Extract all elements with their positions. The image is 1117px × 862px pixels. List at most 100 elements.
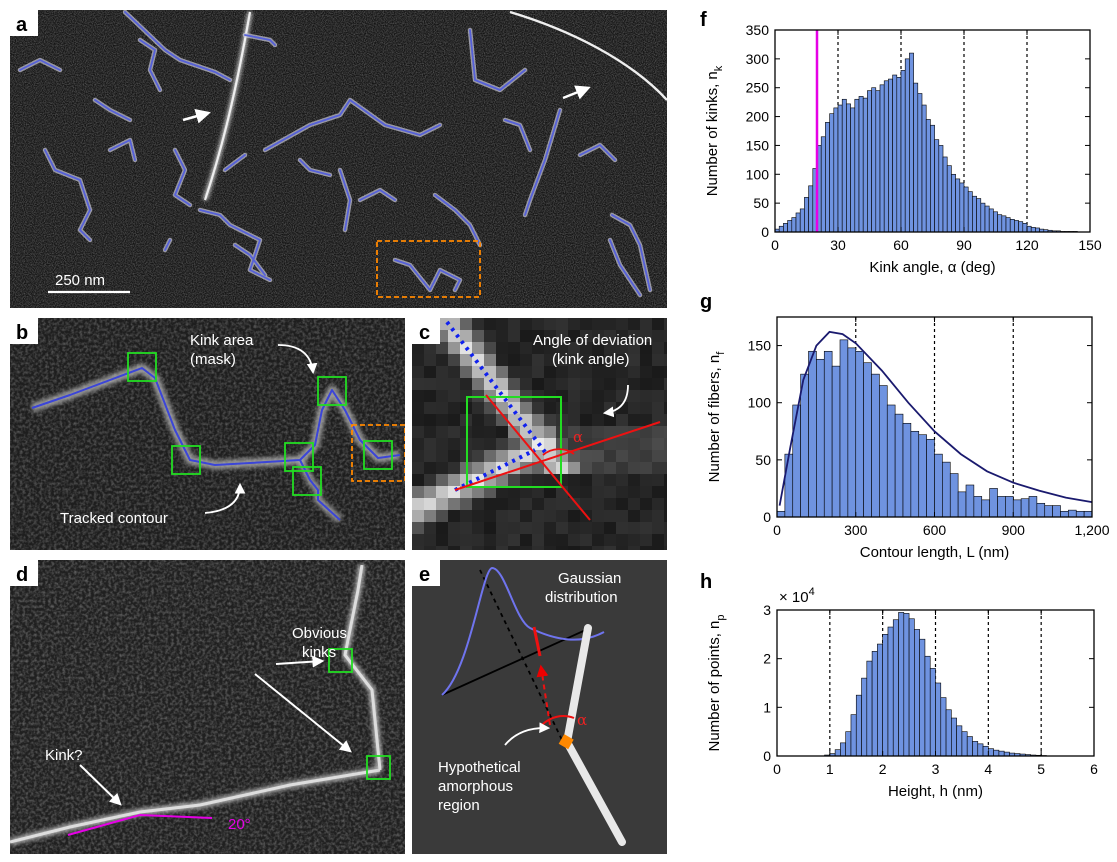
- pixel: [424, 510, 436, 522]
- histogram-bar: [968, 192, 972, 232]
- pixel: [436, 426, 448, 438]
- histogram-bar: [779, 226, 783, 232]
- pixel: [652, 498, 664, 510]
- x-tick-label: 0: [773, 761, 781, 777]
- histogram-bar: [977, 199, 981, 232]
- pixel: [532, 402, 544, 414]
- pixel: [496, 426, 508, 438]
- pixel: [484, 438, 496, 450]
- y-tick-label: 50: [755, 452, 771, 468]
- histogram-bar: [993, 212, 997, 232]
- pixel: [484, 498, 496, 510]
- pixel: [472, 438, 484, 450]
- histogram-bar: [967, 737, 972, 756]
- pixel: [628, 450, 640, 462]
- y-axis-label: Number of fibers, nf: [706, 351, 727, 483]
- pixel: [448, 342, 460, 354]
- histogram-bar: [842, 99, 846, 232]
- pixel: [412, 486, 424, 498]
- pixel: [652, 438, 664, 450]
- pixel: [532, 378, 544, 390]
- pixel: [652, 426, 664, 438]
- histogram-bar: [1037, 503, 1045, 517]
- pixel: [412, 450, 424, 462]
- pixel: [484, 342, 496, 354]
- pixel: [496, 450, 508, 462]
- panel-label-h: h: [700, 571, 712, 593]
- histogram-bar: [838, 105, 842, 232]
- histogram-bar: [840, 340, 848, 517]
- pixel: [472, 462, 484, 474]
- y-tick-label: 2: [763, 651, 771, 667]
- pixel: [448, 366, 460, 378]
- histogram-bar: [855, 99, 859, 232]
- x-tick-label: 3: [932, 761, 940, 777]
- y-tick-label: 1: [763, 699, 771, 715]
- x-tick-label: 2: [879, 761, 887, 777]
- histogram-bar: [1013, 500, 1021, 517]
- histogram-bar: [926, 119, 930, 232]
- pixel: [436, 414, 448, 426]
- pixel: [520, 366, 532, 378]
- pixel: [640, 474, 652, 486]
- pixel: [424, 546, 436, 558]
- pixel: [640, 378, 652, 390]
- histogram-bar: [880, 85, 884, 232]
- pixel: [664, 378, 676, 390]
- histogram-bar: [1031, 227, 1035, 232]
- histogram-bar: [942, 462, 950, 517]
- histogram-bar: [821, 137, 825, 232]
- pixel: [652, 390, 664, 402]
- pixel: [616, 450, 628, 462]
- histogram-bar: [809, 351, 817, 517]
- histogram-bar: [914, 83, 918, 232]
- pixel: [436, 486, 448, 498]
- pixel: [532, 474, 544, 486]
- histogram-bar: [877, 644, 882, 756]
- pixel: [580, 534, 592, 546]
- pixel: [568, 318, 580, 330]
- pixel: [628, 510, 640, 522]
- histogram-bar: [846, 732, 851, 756]
- pixel: [652, 462, 664, 474]
- y-axis-label-text: Number of points, n: [706, 621, 723, 752]
- pixel: [424, 402, 436, 414]
- histogram-bar: [777, 511, 785, 517]
- pixel: [604, 498, 616, 510]
- pixel: [532, 366, 544, 378]
- kink-question-label: Kink?: [45, 747, 83, 764]
- histogram-bar: [1021, 499, 1029, 517]
- pixel: [436, 534, 448, 546]
- x-tick-label: 0: [771, 237, 779, 253]
- region-label-2: amorphous: [438, 778, 513, 795]
- histogram-bar: [999, 751, 1004, 756]
- pixel: [616, 414, 628, 426]
- pixel: [580, 522, 592, 534]
- pixel: [448, 474, 460, 486]
- histogram-bar: [893, 75, 897, 232]
- pixel: [424, 462, 436, 474]
- pixel: [664, 354, 676, 366]
- pixel: [424, 426, 436, 438]
- pixel: [592, 450, 604, 462]
- histogram-bar: [943, 157, 947, 232]
- pixel: [508, 318, 520, 330]
- pixel: [592, 486, 604, 498]
- pixel: [484, 318, 496, 330]
- histogram-bar: [946, 710, 951, 756]
- pixel: [592, 378, 604, 390]
- pixel: [580, 402, 592, 414]
- histogram-bar: [1005, 496, 1013, 517]
- pixel: [568, 390, 580, 402]
- histogram-bar: [788, 220, 792, 232]
- pixel: [628, 474, 640, 486]
- pixel: [568, 474, 580, 486]
- pixel: [424, 390, 436, 402]
- x-tick-label: 150: [1078, 237, 1102, 253]
- pixel: [628, 498, 640, 510]
- histogram-bar: [859, 96, 863, 232]
- histogram-bar: [905, 59, 909, 232]
- histogram-bar: [981, 203, 985, 232]
- pixel: [628, 354, 640, 366]
- pixel: [556, 510, 568, 522]
